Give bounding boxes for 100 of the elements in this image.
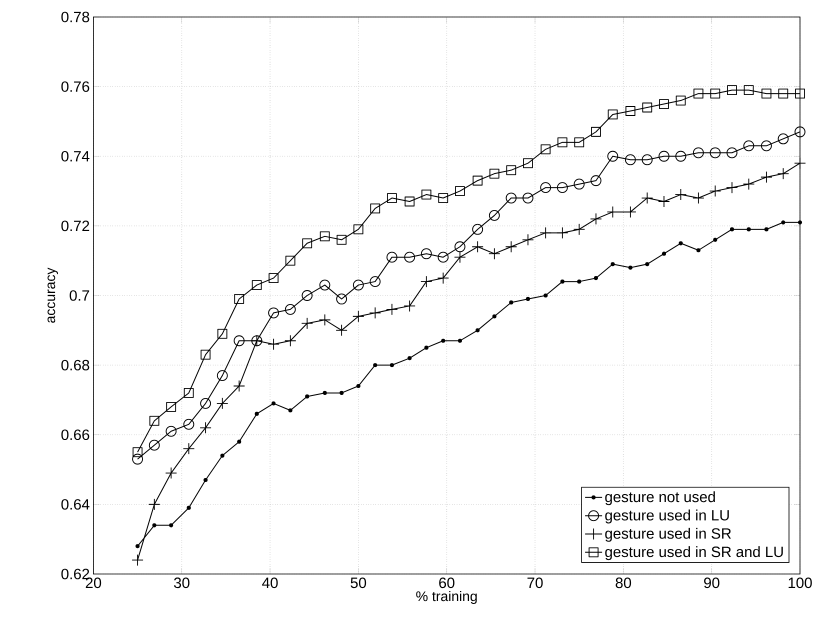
point xyxy=(166,426,177,437)
legend-label: gesture not used xyxy=(605,491,715,506)
point xyxy=(573,223,586,236)
y-tick-label: 0.68 xyxy=(61,360,90,370)
x-tick-label: 40 xyxy=(262,578,278,588)
point xyxy=(136,544,140,548)
point xyxy=(318,314,331,326)
x-tick-label: 60 xyxy=(439,578,454,588)
point xyxy=(726,147,738,158)
point xyxy=(557,137,568,148)
point xyxy=(301,317,314,330)
point xyxy=(268,307,280,318)
point xyxy=(645,262,650,266)
point xyxy=(284,334,296,347)
point xyxy=(574,178,585,190)
point xyxy=(556,182,568,194)
point xyxy=(340,390,344,396)
point xyxy=(693,88,704,99)
point xyxy=(336,294,348,304)
point xyxy=(746,227,751,232)
point xyxy=(726,182,738,194)
point xyxy=(390,363,394,368)
point xyxy=(220,454,224,458)
y-tick-label: 0.76 xyxy=(61,81,90,92)
point xyxy=(302,238,312,248)
point xyxy=(284,304,296,315)
point xyxy=(675,150,686,162)
point xyxy=(386,252,398,263)
point xyxy=(183,418,194,430)
point xyxy=(322,390,327,396)
point xyxy=(320,231,330,242)
point xyxy=(356,384,360,388)
point xyxy=(795,88,805,99)
point xyxy=(441,338,446,343)
point xyxy=(742,178,755,190)
point xyxy=(760,171,772,184)
point xyxy=(132,447,143,458)
point xyxy=(204,478,208,482)
y-axis-title: accuracy xyxy=(48,268,58,323)
point xyxy=(642,154,653,166)
x-tick-label: 70 xyxy=(527,578,543,588)
point xyxy=(590,212,602,225)
point xyxy=(709,185,722,198)
point xyxy=(288,408,292,412)
point xyxy=(607,150,618,162)
point xyxy=(692,147,704,158)
point xyxy=(764,227,768,232)
y-tick-label: 0.7 xyxy=(70,290,90,301)
point xyxy=(696,248,700,252)
point xyxy=(148,498,160,510)
point xyxy=(424,346,428,350)
point xyxy=(642,102,652,112)
point xyxy=(252,280,262,290)
point xyxy=(761,88,772,99)
legend-label: gesture used in LU xyxy=(605,510,729,524)
point xyxy=(577,280,582,284)
point xyxy=(353,224,364,234)
point xyxy=(488,210,500,221)
point xyxy=(254,412,259,416)
point xyxy=(505,240,518,253)
x-tick-label: 50 xyxy=(350,578,366,588)
point xyxy=(522,234,534,246)
y-tick-label: 0.74 xyxy=(61,150,90,162)
point xyxy=(454,241,466,252)
x-tick-label: 100 xyxy=(788,578,812,588)
point xyxy=(268,273,279,284)
point xyxy=(370,204,380,214)
point xyxy=(608,110,618,120)
point xyxy=(438,252,449,263)
point xyxy=(420,248,432,260)
point xyxy=(625,106,636,116)
x-axis-title: % training xyxy=(416,590,477,604)
point xyxy=(319,280,330,291)
point xyxy=(437,272,450,284)
point xyxy=(272,401,276,406)
point xyxy=(743,140,754,152)
point xyxy=(352,280,364,291)
x-tick-label: 30 xyxy=(174,578,190,588)
point xyxy=(794,126,806,138)
point xyxy=(438,193,448,203)
point xyxy=(472,176,483,186)
x-tick-label: 90 xyxy=(704,578,720,588)
point xyxy=(369,306,382,319)
point xyxy=(386,303,398,316)
point xyxy=(408,356,412,360)
point xyxy=(556,226,568,239)
point xyxy=(336,324,348,336)
point xyxy=(574,137,584,148)
point xyxy=(794,157,806,170)
point xyxy=(540,182,552,194)
point xyxy=(132,554,144,566)
point xyxy=(560,280,564,284)
point xyxy=(476,328,480,332)
point xyxy=(674,188,687,200)
point xyxy=(285,256,296,266)
point xyxy=(404,196,415,206)
point xyxy=(404,300,416,312)
point xyxy=(730,227,734,232)
point xyxy=(233,380,246,392)
point xyxy=(659,99,669,109)
